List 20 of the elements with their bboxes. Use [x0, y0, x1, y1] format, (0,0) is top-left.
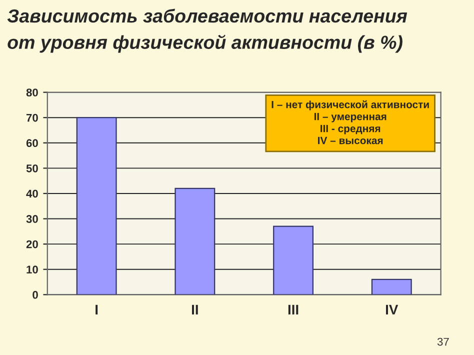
bar	[76, 117, 117, 295]
bar	[371, 278, 412, 295]
x-tick-label: I	[96, 304, 98, 314]
bar	[273, 226, 314, 295]
x-tick-label: IV	[386, 304, 398, 314]
y-tick-label: 20	[26, 240, 38, 248]
y-tick-label: 10	[26, 266, 38, 274]
y-tick-label: 50	[26, 164, 38, 172]
y-tick-label: 60	[26, 139, 38, 148]
y-tick-label: 70	[26, 114, 38, 122]
bar	[174, 188, 216, 295]
chart-title: Зависимость заболеваемости населения от уровня физической активности (в %)	[7, 8, 408, 53]
y-tick-label: 80	[26, 88, 38, 96]
annotation: I – нет физической активности II – умеренная III - средняя IV – высокая	[272, 100, 429, 144]
x-tick-label: III	[288, 304, 298, 314]
y-tick-label: 40	[26, 190, 38, 198]
text: 37	[437, 338, 449, 346]
y-tick-label: 0	[32, 290, 38, 299]
y-tick-label: 30	[26, 215, 38, 223]
x-tick-label: II	[192, 304, 198, 314]
